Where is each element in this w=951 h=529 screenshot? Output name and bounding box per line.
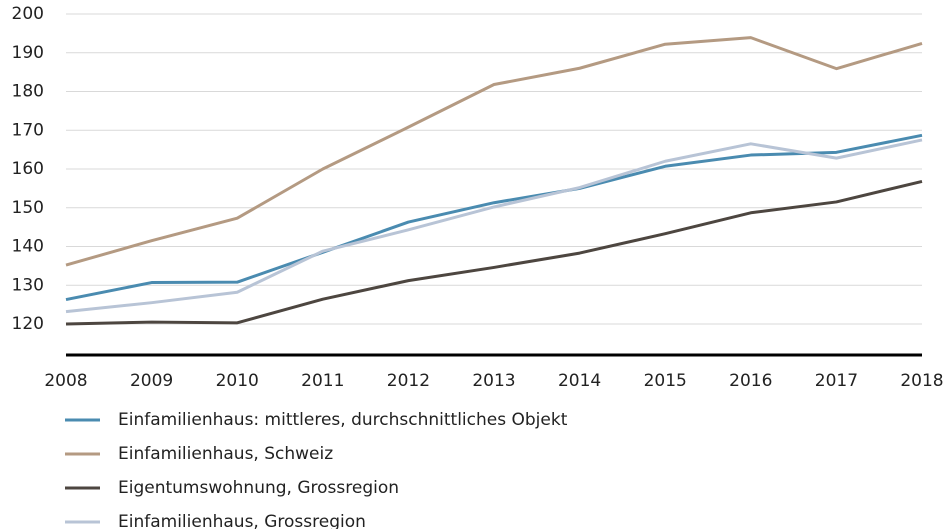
series-line [65,36,923,267]
y-tick-label: 120 [12,314,44,334]
legend-label: Einfamilienhaus: mittleres, durchschnitt… [118,410,568,430]
x-tick-label: 2012 [387,371,430,391]
y-tick-label: 200 [12,4,44,24]
legend-label: Eigentumswohnung, Grossregion [118,478,399,498]
series-line [65,133,923,302]
y-tick-label: 160 [12,159,44,179]
x-tick-label: 2010 [216,371,259,391]
x-tick-label: 2013 [472,371,515,391]
y-tick-label: 170 [12,120,44,140]
x-tick-label: 2014 [558,371,601,391]
series-line [65,179,923,326]
x-tick-label: 2009 [130,371,173,391]
y-tick-label: 180 [12,82,44,102]
y-tick-label: 190 [12,43,44,63]
legend-label: Einfamilienhaus, Schweiz [118,444,333,464]
y-tick-label: 150 [12,198,44,218]
x-tick-label: 2008 [44,371,87,391]
x-tick-label: 2015 [644,371,687,391]
x-tick-label: 2018 [900,371,943,391]
x-tick-label: 2017 [815,371,858,391]
x-tick-label: 2011 [301,371,344,391]
series-line [65,138,923,314]
x-tick-label: 2016 [729,371,772,391]
y-tick-label: 130 [12,275,44,295]
y-tick-label: 140 [12,237,44,257]
legend-label: Einfamilienhaus, Grossregion [118,512,366,529]
